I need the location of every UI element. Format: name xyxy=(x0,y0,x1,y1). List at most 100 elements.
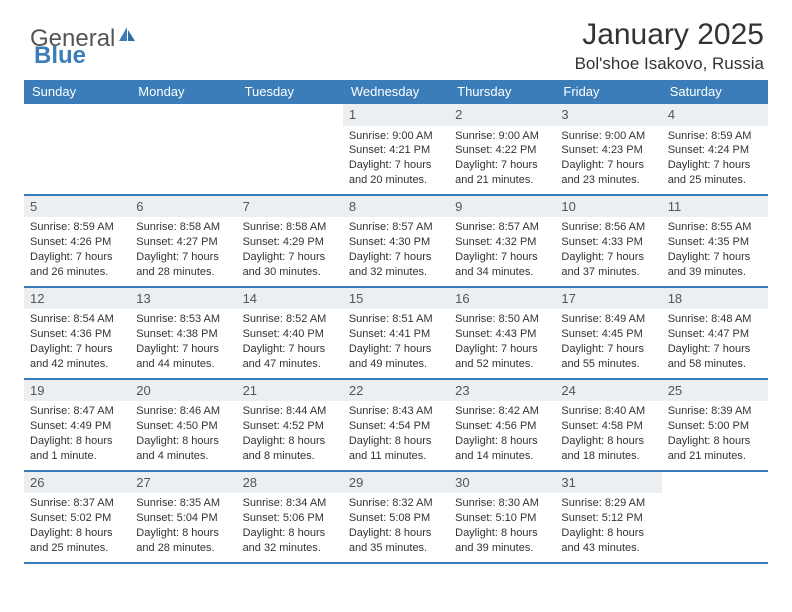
sunrise-line: Sunrise: 9:00 AM xyxy=(349,129,443,144)
sunrise-line: Sunrise: 8:47 AM xyxy=(30,404,124,419)
sunset-line: Sunset: 4:38 PM xyxy=(136,327,230,342)
sunset-line: Sunset: 4:41 PM xyxy=(349,327,443,342)
day-cell: 28 Sunrise: 8:34 AMSunset: 5:06 PMDayligh… xyxy=(237,472,343,562)
day-cell: 20Sunrise: 8:46 AMSunset: 4:50 PMDayligh… xyxy=(130,380,236,470)
day-number: 5 xyxy=(24,196,130,218)
day-number: 29 xyxy=(343,472,449,494)
daylight-line: Daylight: 7 hours and 28 minutes. xyxy=(136,250,230,280)
day-number: 3 xyxy=(555,104,661,126)
sunrise-line: Sunrise: 8:59 AM xyxy=(30,220,124,235)
day-cell: 7Sunrise: 8:58 AMSunset: 4:29 PMDaylight… xyxy=(237,196,343,286)
day-number: 25 xyxy=(662,380,768,402)
month-title: January 2025 xyxy=(575,18,764,52)
sunrise-line: Sunrise: 8:58 AM xyxy=(136,220,230,235)
sunrise-line: Sunrise: 8:58 AM xyxy=(243,220,337,235)
week-row: 19Sunrise: 8:47 AMSunset: 4:49 PMDayligh… xyxy=(24,380,768,472)
week-row: 12Sunrise: 8:54 AMSunset: 4:36 PMDayligh… xyxy=(24,288,768,380)
day-number: 24 xyxy=(555,380,661,402)
day-number: 10 xyxy=(555,196,661,218)
sunrise-line: Sunrise: 8:46 AM xyxy=(136,404,230,419)
day-cell: 9Sunrise: 8:57 AMSunset: 4:32 PMDaylight… xyxy=(449,196,555,286)
calendar-body: 1Sunrise: 9:00 AMSunset: 4:21 PMDaylight… xyxy=(24,104,768,564)
sunrise-line: Sunrise: 8:56 AM xyxy=(561,220,655,235)
location-label: Bol'shoe Isakovo, Russia xyxy=(575,54,764,74)
sunset-line: Sunset: 4:35 PM xyxy=(668,235,762,250)
daylight-line: Daylight: 8 hours and 25 minutes. xyxy=(30,526,124,556)
sunset-line: Sunset: 5:08 PM xyxy=(349,511,443,526)
daylight-line: Daylight: 8 hours and 39 minutes. xyxy=(455,526,549,556)
day-cell: 2Sunrise: 9:00 AMSunset: 4:22 PMDaylight… xyxy=(449,104,555,194)
daylight-line: Daylight: 8 hours and 1 minute. xyxy=(30,434,124,464)
sunset-line: Sunset: 4:45 PM xyxy=(561,327,655,342)
daylight-line: Daylight: 8 hours and 43 minutes. xyxy=(561,526,655,556)
day-number: 18 xyxy=(662,288,768,310)
day-cell: 17Sunrise: 8:49 AMSunset: 4:45 PMDayligh… xyxy=(555,288,661,378)
daylight-line: Daylight: 8 hours and 32 minutes. xyxy=(243,526,337,556)
day-number: 14 xyxy=(237,288,343,310)
sunset-line: Sunset: 5:06 PM xyxy=(243,511,337,526)
daylight-line: Daylight: 7 hours and 23 minutes. xyxy=(561,158,655,188)
sunrise-line: Sunrise: 8:39 AM xyxy=(668,404,762,419)
daylight-line: Daylight: 7 hours and 52 minutes. xyxy=(455,342,549,372)
daylight-line: Daylight: 8 hours and 14 minutes. xyxy=(455,434,549,464)
day-number: 16 xyxy=(449,288,555,310)
day-number: 28 xyxy=(237,472,343,494)
sunrise-line: Sunrise: 8:54 AM xyxy=(30,312,124,327)
sunset-line: Sunset: 4:23 PM xyxy=(561,143,655,158)
sunrise-line: Sunrise: 8:29 AM xyxy=(561,496,655,511)
daylight-line: Daylight: 7 hours and 34 minutes. xyxy=(455,250,549,280)
day-cell: 31Sunrise: 8:29 AMSunset: 5:12 PMDayligh… xyxy=(555,472,661,562)
day-cell: 3 Sunrise: 9:00 AMSunset: 4:23 PMDaylight… xyxy=(555,104,661,194)
day-cell: 22Sunrise: 8:43 AMSunset: 4:54 PMDayligh… xyxy=(343,380,449,470)
sunrise-line: Sunrise: 8:49 AM xyxy=(561,312,655,327)
sunset-line: Sunset: 4:27 PM xyxy=(136,235,230,250)
daylight-line: Daylight: 7 hours and 58 minutes. xyxy=(668,342,762,372)
day-cell: 14 Sunrise: 8:52 AMSunset: 4:40 PMDayligh… xyxy=(237,288,343,378)
daylight-line: Daylight: 8 hours and 21 minutes. xyxy=(668,434,762,464)
sunrise-line: Sunrise: 8:52 AM xyxy=(243,312,337,327)
day-cell: 1Sunrise: 9:00 AMSunset: 4:21 PMDaylight… xyxy=(343,104,449,194)
day-number: 15 xyxy=(343,288,449,310)
sunset-line: Sunset: 4:50 PM xyxy=(136,419,230,434)
day-cell: 16Sunrise: 8:50 AMSunset: 4:43 PMDayligh… xyxy=(449,288,555,378)
sunset-line: Sunset: 4:52 PM xyxy=(243,419,337,434)
sunrise-line: Sunrise: 9:00 AM xyxy=(561,129,655,144)
daylight-line: Daylight: 7 hours and 25 minutes. xyxy=(668,158,762,188)
sunset-line: Sunset: 4:26 PM xyxy=(30,235,124,250)
day-number: 6 xyxy=(130,196,236,218)
sunset-line: Sunset: 4:43 PM xyxy=(455,327,549,342)
day-cell: 30Sunrise: 8:30 AMSunset: 5:10 PMDayligh… xyxy=(449,472,555,562)
daylight-line: Daylight: 7 hours and 44 minutes. xyxy=(136,342,230,372)
day-cell: 18Sunrise: 8:48 AMSunset: 4:47 PMDayligh… xyxy=(662,288,768,378)
sunrise-line: Sunrise: 8:34 AM xyxy=(243,496,337,511)
sunrise-line: Sunrise: 8:55 AM xyxy=(668,220,762,235)
sunset-line: Sunset: 4:32 PM xyxy=(455,235,549,250)
sunset-line: Sunset: 4:58 PM xyxy=(561,419,655,434)
sunset-line: Sunset: 4:40 PM xyxy=(243,327,337,342)
week-row: 5 Sunrise: 8:59 AMSunset: 4:26 PM Daylight… xyxy=(24,196,768,288)
day-number: 20 xyxy=(130,380,236,402)
header: General January 2025 Bol'shoe Isakovo, R… xyxy=(24,18,768,74)
daylight-line: Daylight: 8 hours and 18 minutes. xyxy=(561,434,655,464)
sunrise-line: Sunrise: 8:40 AM xyxy=(561,404,655,419)
sunset-line: Sunset: 4:33 PM xyxy=(561,235,655,250)
day-number: 21 xyxy=(237,380,343,402)
daylight-line: Daylight: 8 hours and 28 minutes. xyxy=(136,526,230,556)
sunset-line: Sunset: 4:56 PM xyxy=(455,419,549,434)
sunset-line: Sunset: 4:24 PM xyxy=(668,143,762,158)
daylight-line: Daylight: 7 hours and 37 minutes. xyxy=(561,250,655,280)
daylight-line: Daylight: 7 hours and 55 minutes. xyxy=(561,342,655,372)
day-cell: 15Sunrise: 8:51 AMSunset: 4:41 PMDayligh… xyxy=(343,288,449,378)
weekday-header: Sunday xyxy=(24,80,130,104)
day-number: 2 xyxy=(449,104,555,126)
weekday-header: Wednesday xyxy=(343,80,449,104)
day-number: 7 xyxy=(237,196,343,218)
weekday-header: Saturday xyxy=(662,80,768,104)
sunrise-line: Sunrise: 8:42 AM xyxy=(455,404,549,419)
sunrise-line: Sunrise: 8:37 AM xyxy=(30,496,124,511)
day-cell: 11Sunrise: 8:55 AMSunset: 4:35 PMDayligh… xyxy=(662,196,768,286)
sunrise-line: Sunrise: 8:53 AM xyxy=(136,312,230,327)
day-number: 8 xyxy=(343,196,449,218)
sunset-line: Sunset: 4:29 PM xyxy=(243,235,337,250)
daylight-line: Daylight: 7 hours and 47 minutes. xyxy=(243,342,337,372)
